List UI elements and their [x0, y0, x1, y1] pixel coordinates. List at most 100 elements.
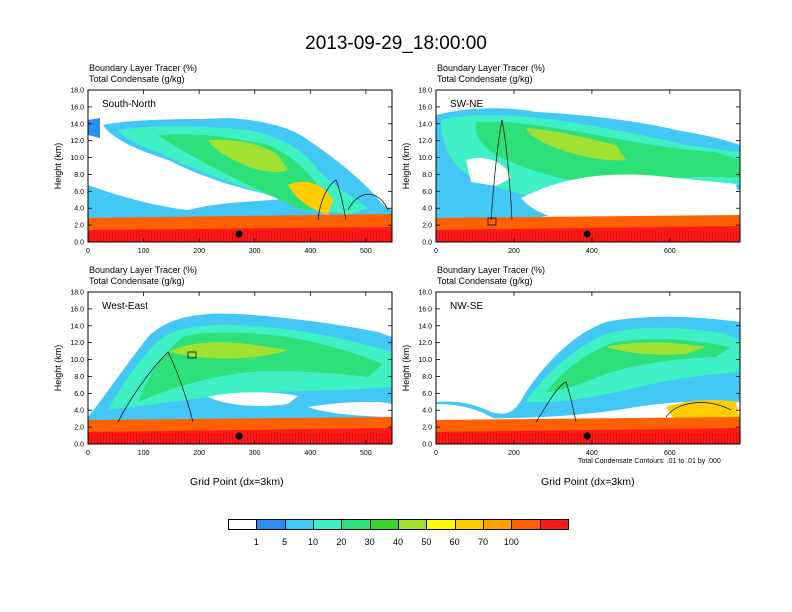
- bl-stripe: [460, 433, 461, 444]
- bl-stripe: [160, 231, 161, 242]
- bl-stripe: [253, 433, 254, 444]
- bl-stripe: [478, 433, 479, 444]
- bl-stripe: [190, 231, 191, 242]
- bl-stripe: [247, 231, 248, 242]
- bl-stripe: [322, 231, 323, 242]
- y-tick-label: 12.0: [418, 138, 432, 145]
- bl-stripe: [601, 433, 602, 444]
- colorbar-box: [284, 519, 314, 530]
- bl-stripe: [175, 231, 176, 242]
- y-tick-label: 16.0: [418, 306, 432, 313]
- bl-stripe: [562, 433, 563, 444]
- bl-stripe: [460, 231, 461, 242]
- bl-stripe: [145, 433, 146, 444]
- bl-stripe: [658, 433, 659, 444]
- bl-stripe: [130, 433, 131, 444]
- bl-stripe: [250, 433, 251, 444]
- bl-stripe: [706, 433, 707, 444]
- y-tick-label: 0.0: [422, 442, 432, 449]
- bl-stripe: [595, 433, 596, 444]
- bl-stripe: [454, 231, 455, 242]
- bl-stripe: [196, 433, 197, 444]
- bl-stripe: [298, 231, 299, 242]
- condensate-contour: [665, 402, 732, 418]
- y-tick-label: 18.0: [70, 88, 84, 95]
- panel-title-sw-ne: Boundary Layer Tracer (%) Total Condensa…: [437, 63, 545, 85]
- bl-stripe: [325, 231, 326, 242]
- colorbar-box: [369, 519, 399, 530]
- bl-stripe: [733, 231, 734, 242]
- bl-stripe: [142, 231, 143, 242]
- bl-stripe: [706, 231, 707, 242]
- title-condensate: Total Condensate (g/kg): [437, 74, 533, 84]
- bl-stripe: [694, 231, 695, 242]
- panel-sw-ne: SW-NE 0 200 400 600 0.0 2.0 4.0 6.0 8.0 10.0 12.0 14…: [401, 88, 741, 255]
- field-region: [208, 392, 298, 406]
- x-tick-label: 100: [138, 450, 150, 457]
- bl-stripe: [145, 231, 146, 242]
- bl-stripe: [178, 433, 179, 444]
- bl-stripe: [187, 231, 188, 242]
- y-axis-label: Height (km): [53, 345, 63, 392]
- bl-stripe: [691, 231, 692, 242]
- condensate-contour: [317, 179, 347, 221]
- bl-stripe: [559, 231, 560, 242]
- bl-stripe: [190, 433, 191, 444]
- figure-title: 2013-09-29_18:00:00: [305, 33, 487, 54]
- bl-stripe: [535, 433, 536, 444]
- x-tick-label: 400: [304, 450, 316, 457]
- x-tick-label: 200: [193, 450, 205, 457]
- bl-stripe: [160, 433, 161, 444]
- bl-stripe: [346, 231, 347, 242]
- y-tick-label: 10.0: [418, 357, 432, 364]
- title-condensate: Total Condensate (g/kg): [89, 74, 185, 84]
- bl-stripe: [136, 231, 137, 242]
- bl-stripe: [634, 433, 635, 444]
- bl-stripe: [619, 433, 620, 444]
- bl-stripe: [136, 433, 137, 444]
- x-tick-label: 100: [138, 248, 150, 255]
- bl-stripe: [532, 231, 533, 242]
- bl-stripe: [568, 433, 569, 444]
- bl-stripe: [457, 433, 458, 444]
- bl-stripe: [577, 231, 578, 242]
- bl-stripe: [538, 433, 539, 444]
- bl-stripe: [235, 231, 236, 242]
- bl-stripe: [109, 433, 110, 444]
- bl-stripe: [490, 433, 491, 444]
- bl-stripe: [685, 433, 686, 444]
- bl-stripe: [259, 433, 260, 444]
- y-tick-label: 2.0: [422, 223, 432, 230]
- panel-label: South-North: [102, 99, 156, 110]
- bl-stripe: [511, 231, 512, 242]
- bl-stripe: [676, 231, 677, 242]
- bl-stripe: [106, 433, 107, 444]
- y-tick-label: 12.0: [418, 340, 432, 347]
- bl-stripe: [307, 231, 308, 242]
- bl-stripe: [508, 433, 509, 444]
- bl-stripe: [232, 231, 233, 242]
- bl-stripe: [442, 231, 443, 242]
- bl-stripe: [364, 231, 365, 242]
- bl-stripe: [709, 433, 710, 444]
- bl-stripe: [244, 433, 245, 444]
- bl-stripe: [304, 231, 305, 242]
- bl-stripe: [604, 231, 605, 242]
- location-marker: [583, 432, 591, 440]
- bl-stripe: [451, 433, 452, 444]
- bl-stripe: [535, 231, 536, 242]
- bl-stripe: [343, 231, 344, 242]
- title-tracer: Boundary Layer Tracer (%): [89, 63, 198, 73]
- bl-stripe: [736, 231, 737, 242]
- bl-stripe: [151, 231, 152, 242]
- bl-stripe: [556, 433, 557, 444]
- bl-stripe: [649, 433, 650, 444]
- x-tick-label: 400: [586, 248, 598, 255]
- bl-stripe: [283, 433, 284, 444]
- colorbar-box: [511, 519, 541, 530]
- bl-stripe: [613, 231, 614, 242]
- bl-stripe: [166, 231, 167, 242]
- bl-stripe: [208, 231, 209, 242]
- bl-stripe: [655, 231, 656, 242]
- bl-stripe: [538, 231, 539, 242]
